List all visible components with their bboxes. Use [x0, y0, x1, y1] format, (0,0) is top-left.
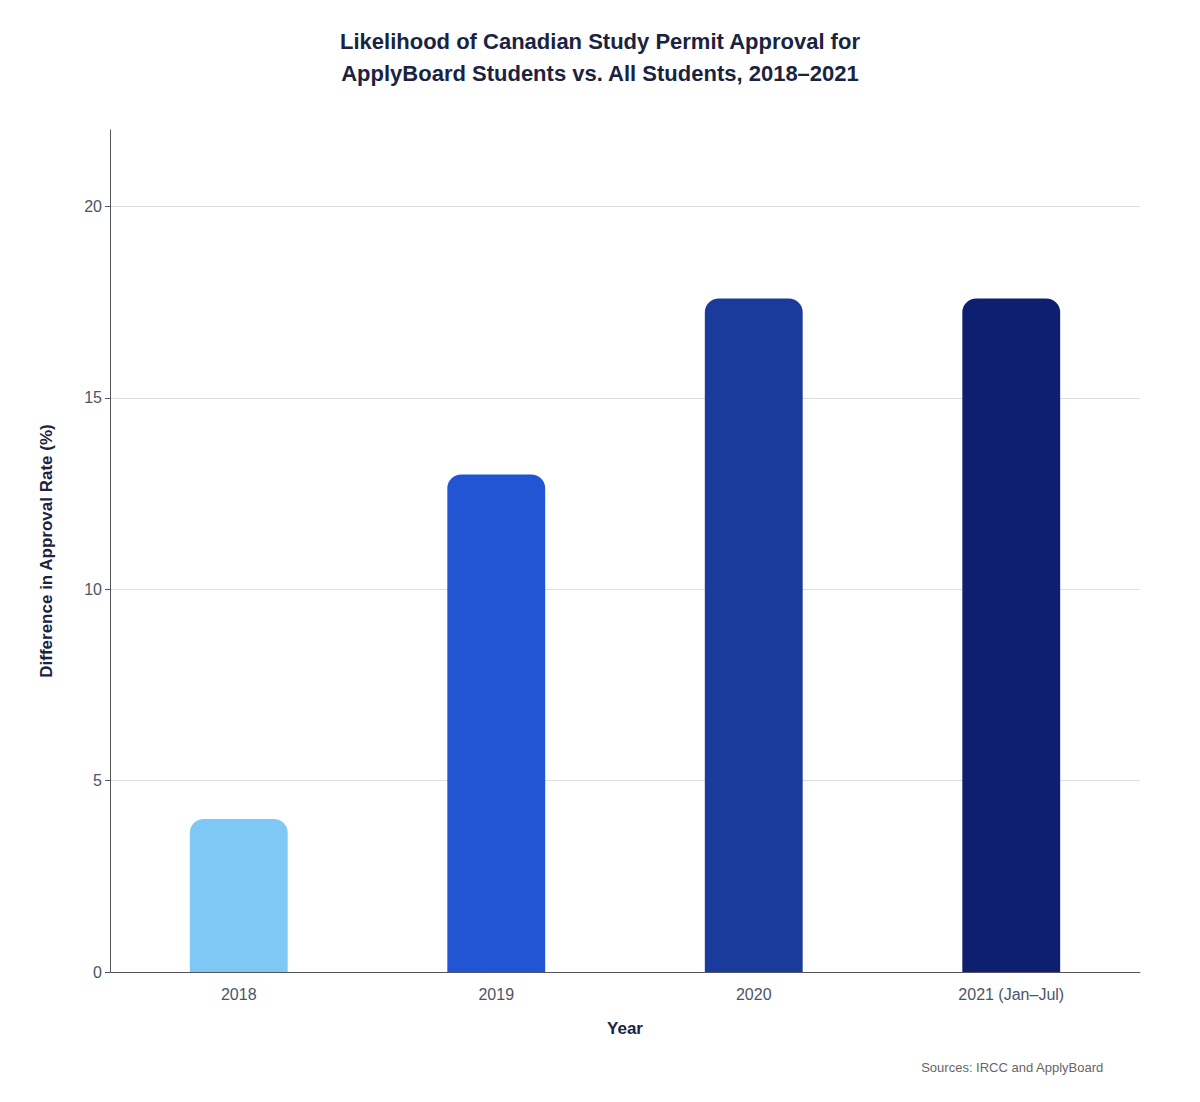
- svg-text:Likelihood of Canadian Study P: Likelihood of Canadian Study Permit Appr…: [340, 29, 860, 54]
- svg-text:2020: 2020: [736, 986, 772, 1003]
- svg-text:2019: 2019: [478, 986, 514, 1003]
- svg-text:Sources: IRCC and ApplyBoard: Sources: IRCC and ApplyBoard: [921, 1060, 1103, 1075]
- svg-text:2018: 2018: [221, 986, 257, 1003]
- svg-text:0: 0: [93, 964, 102, 981]
- svg-text:Difference in Approval Rate (%: Difference in Approval Rate (%): [37, 424, 56, 677]
- svg-text:20: 20: [84, 198, 102, 215]
- svg-text:ApplyBoard Students vs. All St: ApplyBoard Students vs. All Students, 20…: [341, 61, 859, 86]
- svg-text:5: 5: [93, 772, 102, 789]
- svg-text:15: 15: [84, 389, 102, 406]
- svg-text:2021 (Jan–Jul): 2021 (Jan–Jul): [958, 986, 1064, 1003]
- svg-text:10: 10: [84, 581, 102, 598]
- svg-text:Year: Year: [607, 1019, 643, 1038]
